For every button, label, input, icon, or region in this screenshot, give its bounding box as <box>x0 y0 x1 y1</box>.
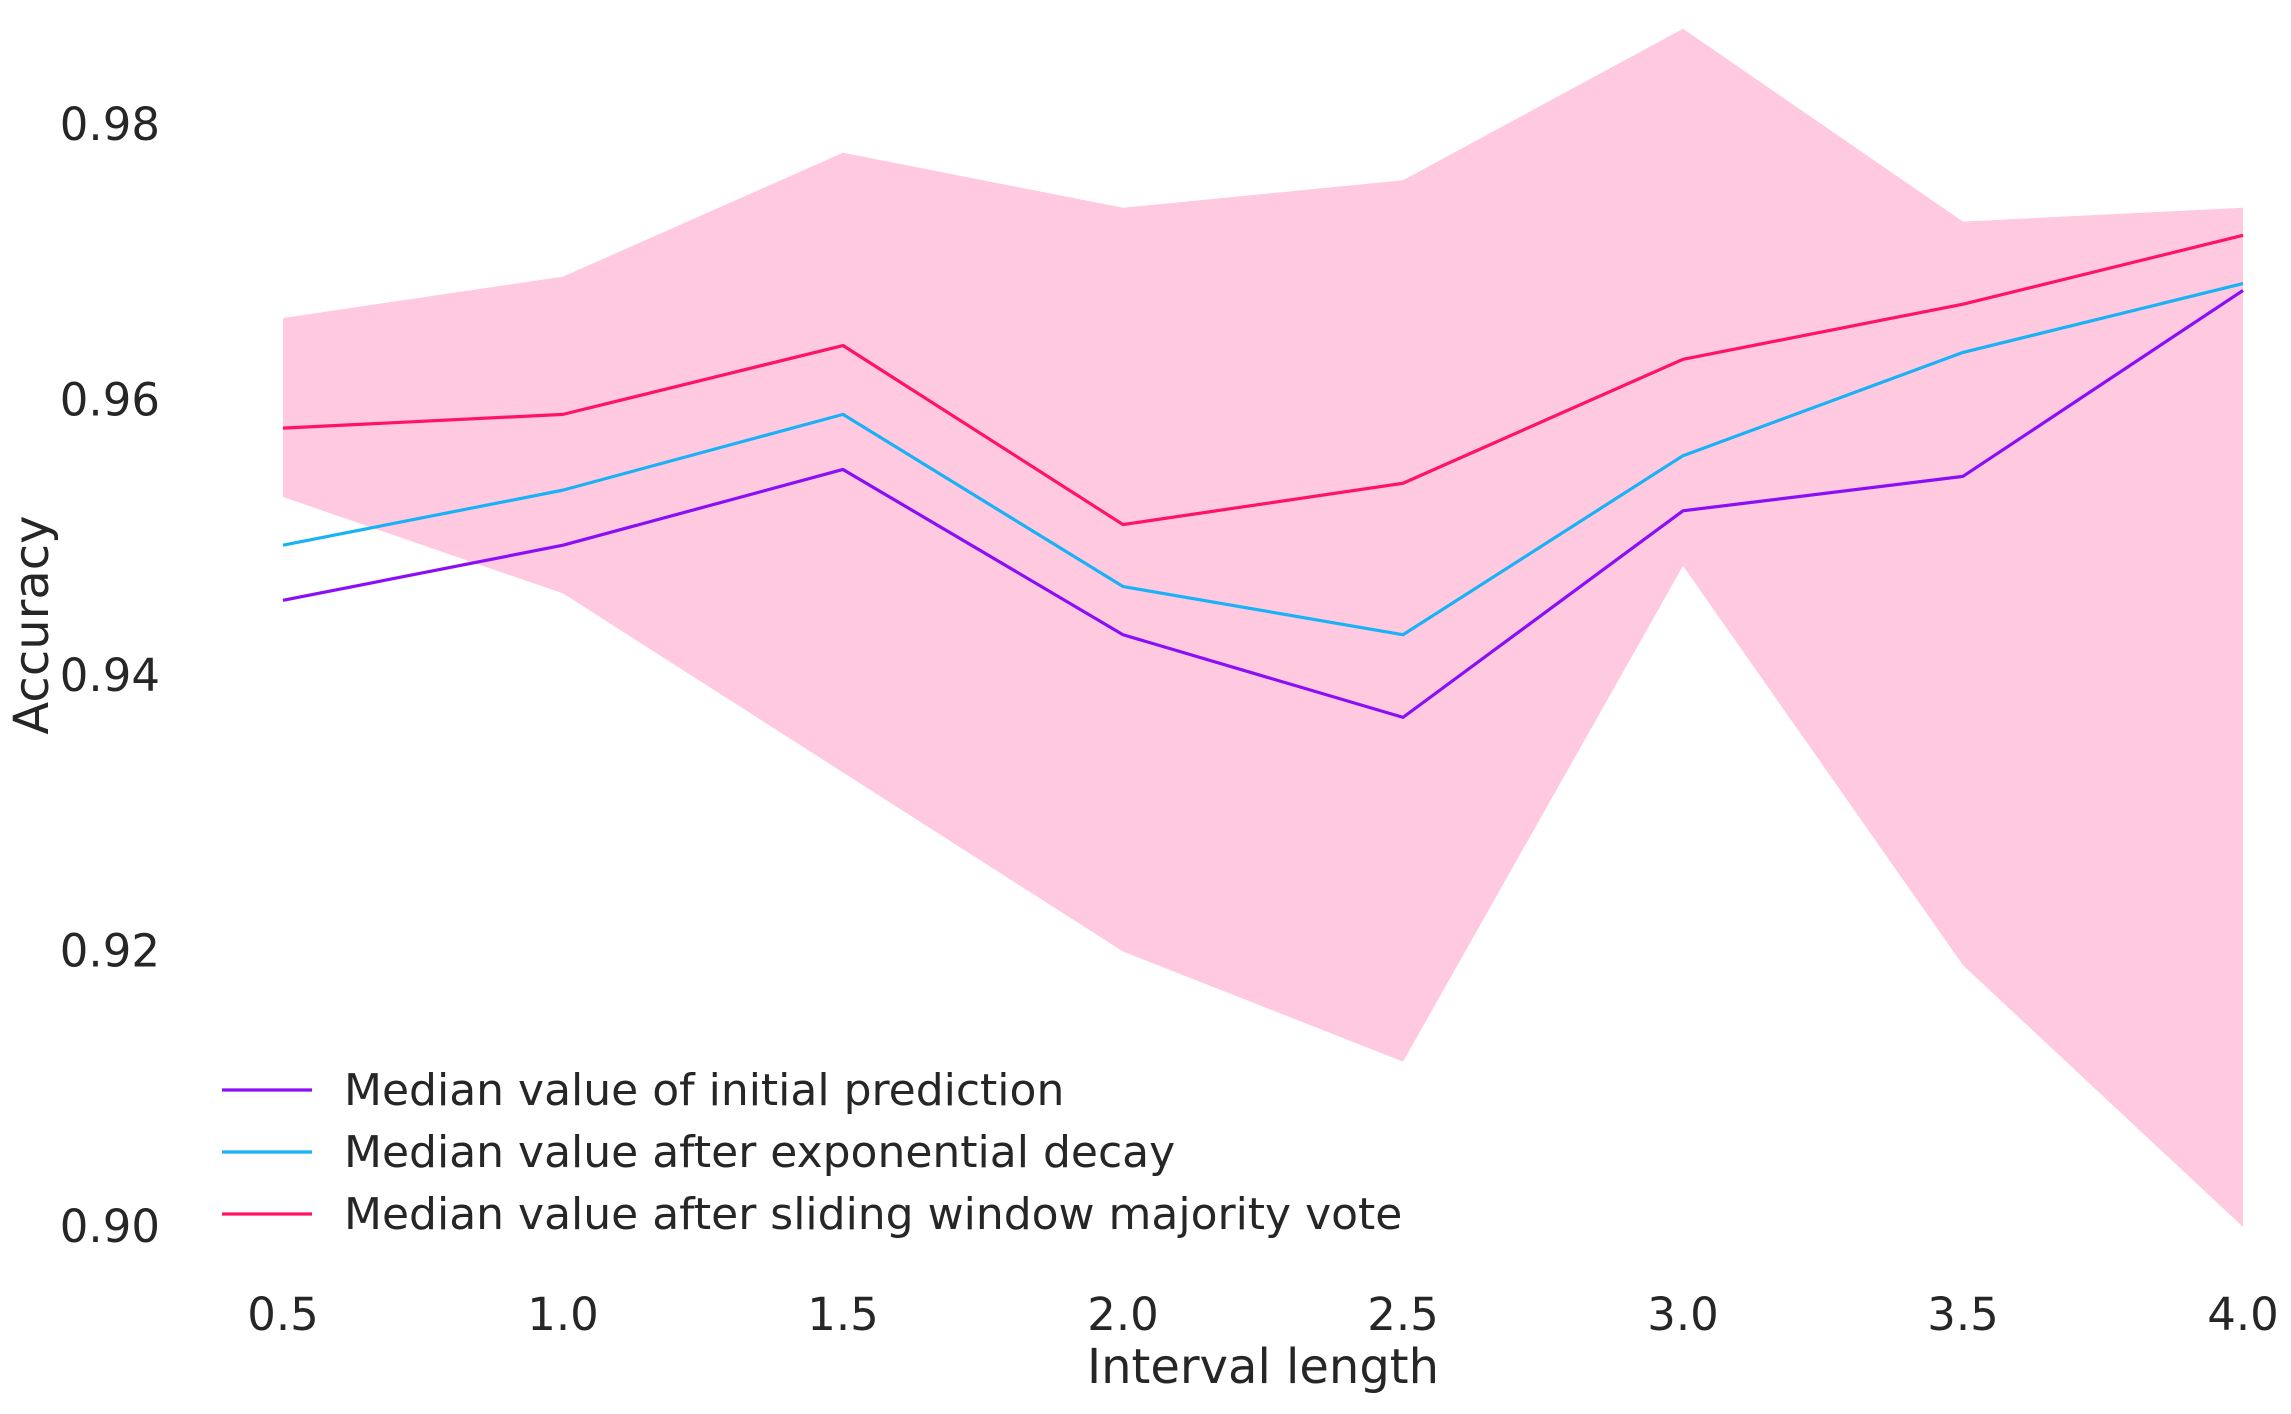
x-tick-labels: 0.5 1.0 1.5 2.0 2.5 3.0 3.5 4.0 <box>247 1288 2279 1341</box>
x-axis-label: Interval length <box>1087 1339 1439 1395</box>
x-tick-label: 3.0 <box>1647 1288 1719 1341</box>
series-line-1 <box>282 289 2244 719</box>
confidence-band <box>283 28 2243 1227</box>
legend: Median value of initial prediction Median… <box>222 1065 1402 1240</box>
legend-label: Median value after exponential decay <box>344 1127 1175 1178</box>
y-axis-label: Accuracy <box>4 515 60 734</box>
x-tick-label: 0.5 <box>247 1288 319 1341</box>
legend-label: Median value of initial prediction <box>344 1065 1064 1116</box>
series-line-3 <box>282 233 2244 527</box>
y-tick-label: 0.98 <box>60 98 160 151</box>
legend-label: Median value after sliding window majori… <box>344 1189 1402 1240</box>
series-line-2 <box>282 281 2244 637</box>
x-tick-label: 2.5 <box>1367 1288 1439 1341</box>
series-lines <box>282 233 2244 719</box>
y-tick-label: 0.90 <box>60 1200 160 1253</box>
x-tick-label: 1.5 <box>807 1288 879 1341</box>
y-tick-labels: 0.90 0.92 0.94 0.96 0.98 <box>60 98 160 1253</box>
x-tick-label: 4.0 <box>2207 1288 2279 1341</box>
x-tick-label: 2.0 <box>1087 1288 1159 1341</box>
y-tick-label: 0.94 <box>60 649 160 702</box>
x-tick-label: 3.5 <box>1927 1288 1999 1341</box>
y-tick-label: 0.96 <box>60 374 160 427</box>
x-tick-label: 1.0 <box>527 1288 599 1341</box>
legend-item: Median value after exponential decay <box>222 1127 1175 1178</box>
legend-item: Median value after sliding window majori… <box>222 1189 1402 1240</box>
y-tick-label: 0.92 <box>60 924 160 977</box>
band-layer <box>283 28 2243 1227</box>
legend-item: Median value of initial prediction <box>222 1065 1064 1116</box>
